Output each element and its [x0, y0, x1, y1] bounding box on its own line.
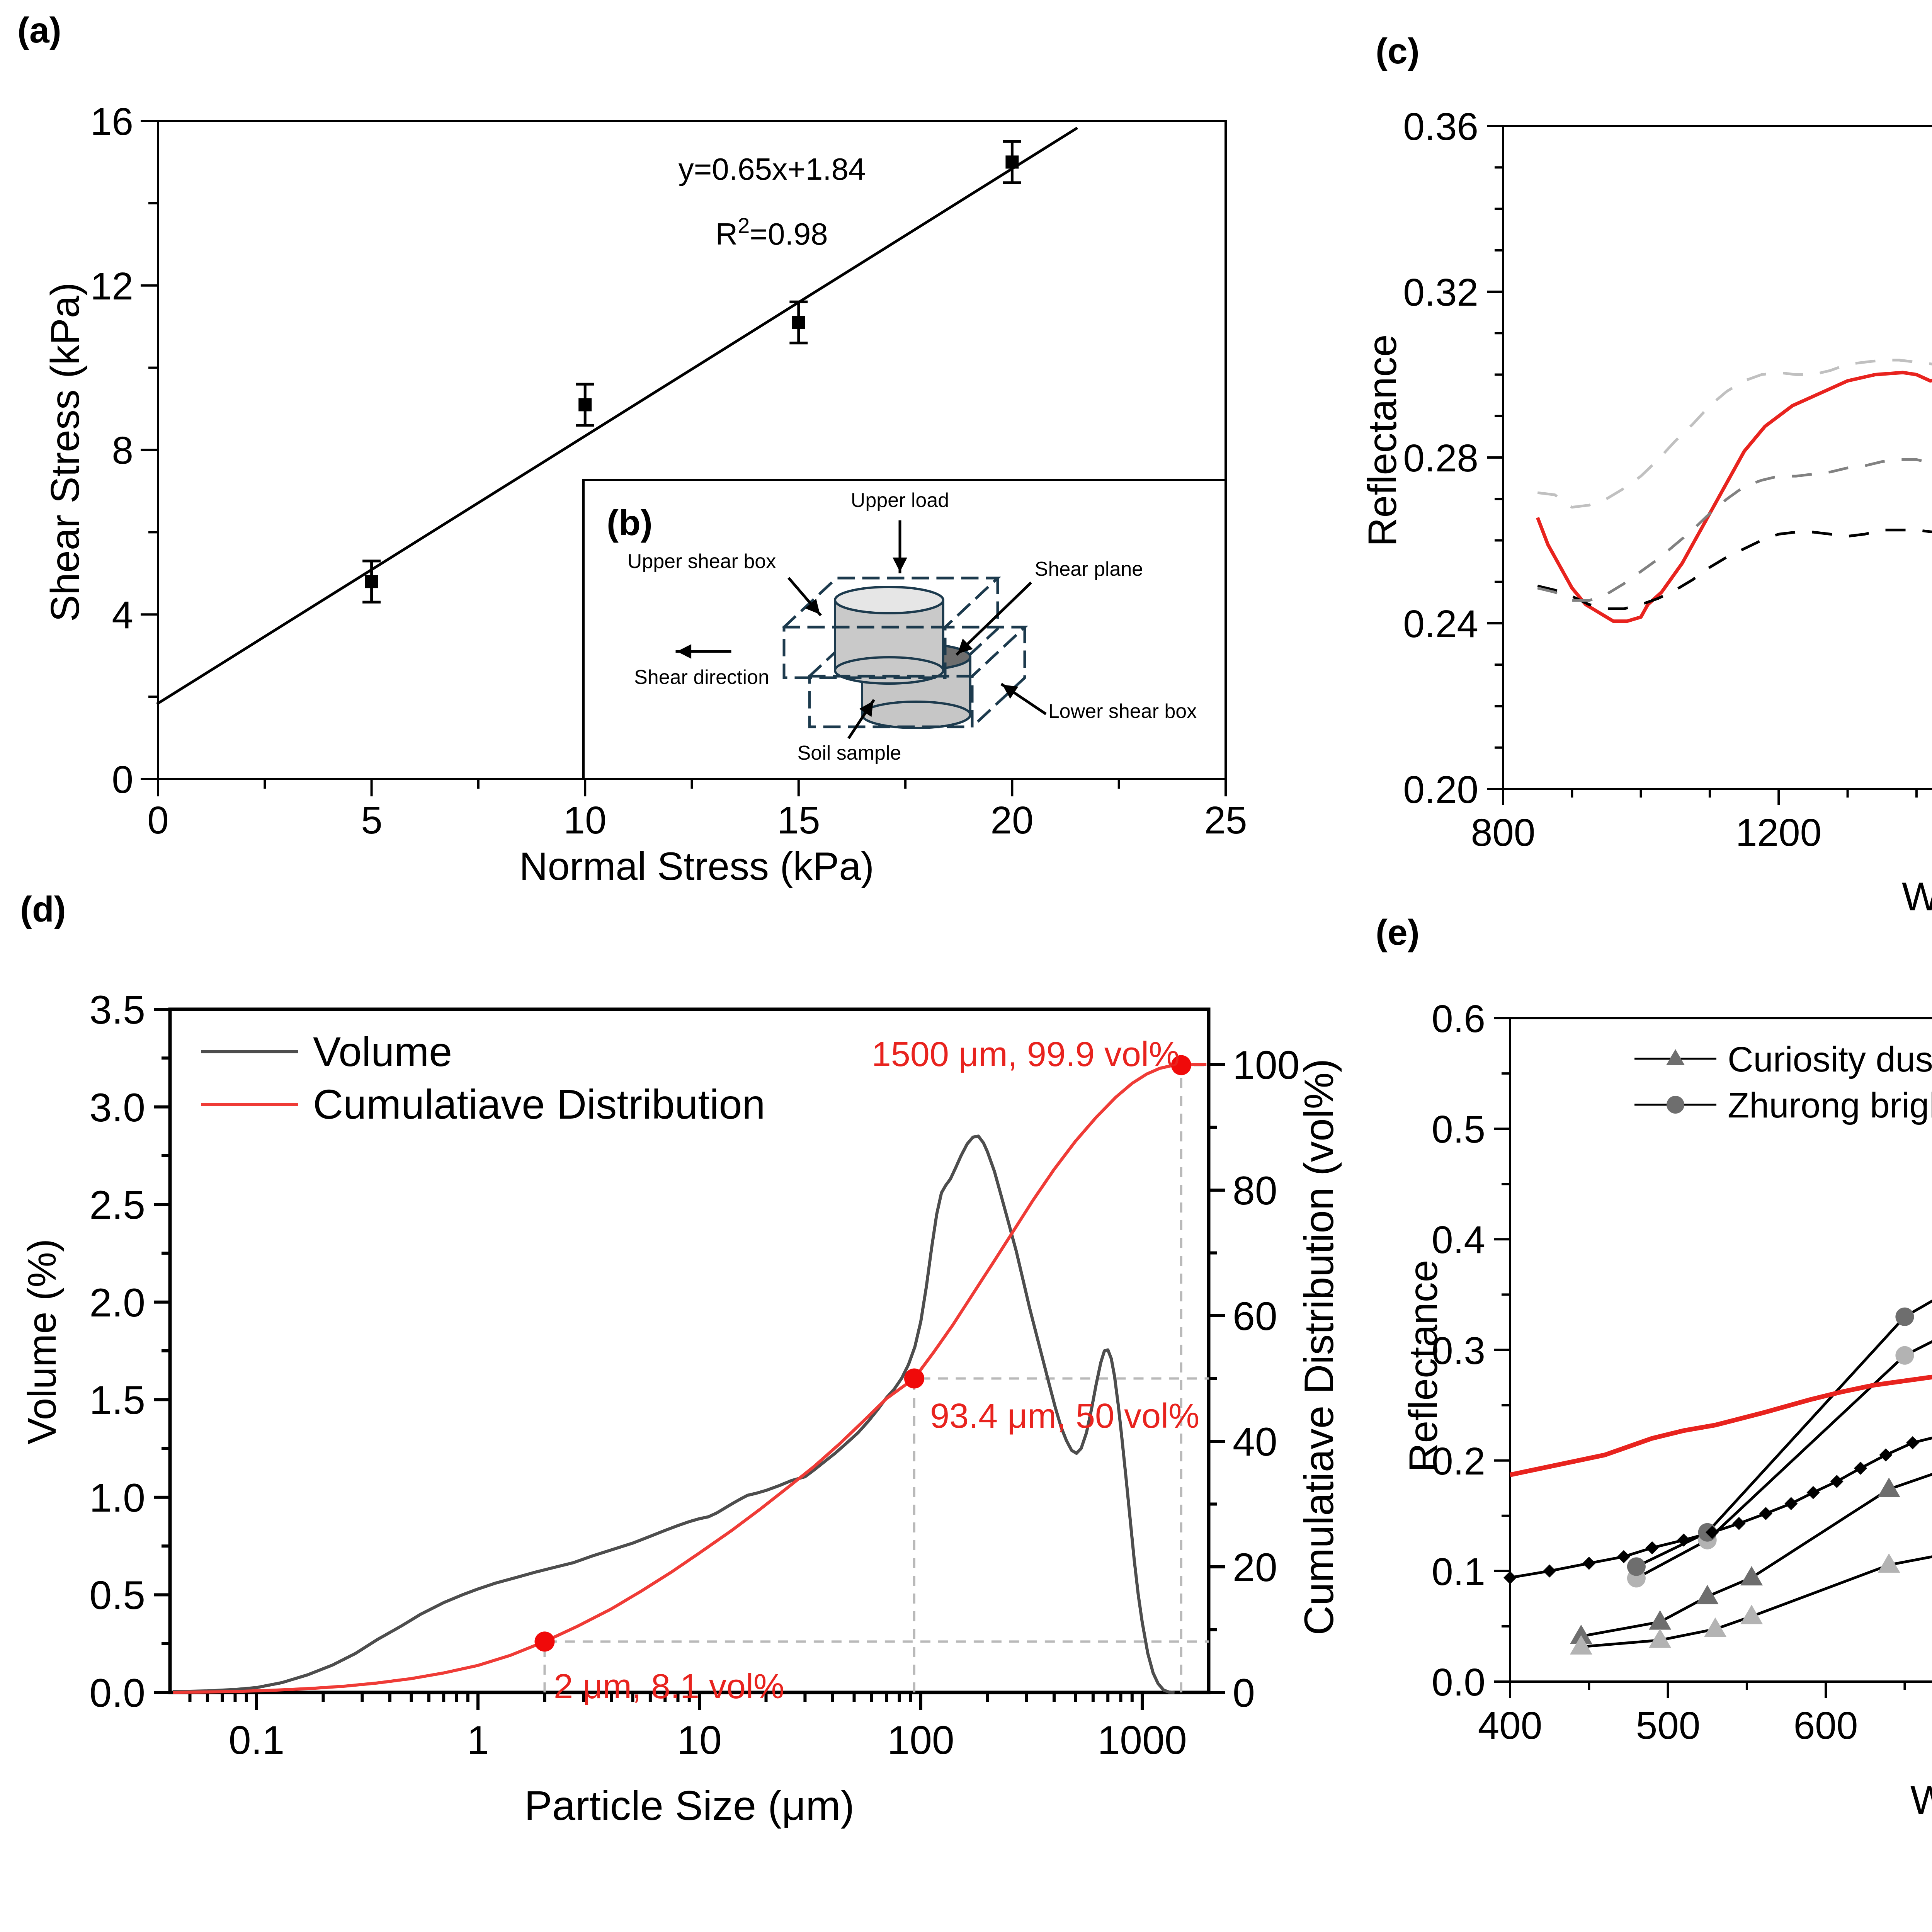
- svg-text:Reflectance: Reflectance: [1360, 334, 1405, 546]
- svg-text:Reflectance: Reflectance: [1401, 1260, 1446, 1472]
- svg-text:Shear plane: Shear plane: [1035, 558, 1143, 580]
- svg-text:3.0: 3.0: [89, 1085, 145, 1130]
- svg-text:0: 0: [112, 758, 133, 801]
- svg-text:600: 600: [1794, 1704, 1858, 1747]
- svg-text:60: 60: [1233, 1294, 1277, 1339]
- svg-text:3.5: 3.5: [89, 988, 145, 1032]
- svg-text:40: 40: [1233, 1420, 1277, 1464]
- svg-text:Shear direction: Shear direction: [634, 666, 769, 689]
- svg-text:20: 20: [990, 799, 1033, 842]
- svg-text:Cumulatiave Distribution (vol%: Cumulatiave Distribution (vol%): [1296, 1059, 1342, 1636]
- svg-text:Cumulatiave Distribution: Cumulatiave Distribution: [313, 1081, 765, 1128]
- svg-text:1.5: 1.5: [89, 1378, 145, 1423]
- svg-text:(d): (d): [20, 889, 66, 929]
- svg-text:12: 12: [90, 265, 133, 308]
- svg-text:Upper load: Upper load: [851, 489, 949, 512]
- svg-text:Lower shear box: Lower shear box: [1048, 700, 1197, 723]
- svg-text:0.32: 0.32: [1403, 271, 1478, 314]
- svg-text:y=0.65x+1.84: y=0.65x+1.84: [679, 152, 866, 186]
- svg-text:0.4: 0.4: [1432, 1218, 1485, 1262]
- svg-text:Zhurong bright: Zhurong bright: [1728, 1086, 1932, 1125]
- svg-text:(e): (e): [1376, 912, 1420, 952]
- svg-text:0.0: 0.0: [89, 1671, 145, 1716]
- svg-text:10: 10: [563, 799, 606, 842]
- svg-text:0.1: 0.1: [1432, 1550, 1485, 1594]
- svg-text:8: 8: [112, 429, 133, 472]
- svg-text:500: 500: [1636, 1704, 1701, 1747]
- svg-text:10: 10: [677, 1718, 722, 1763]
- svg-text:Wavelength (nm): Wavelength (nm): [1902, 874, 1932, 919]
- svg-text:0.36: 0.36: [1403, 105, 1478, 148]
- svg-text:15: 15: [777, 799, 820, 842]
- svg-text:5: 5: [361, 799, 383, 842]
- svg-text:Shear Stress (kPa): Shear Stress (kPa): [43, 282, 88, 622]
- svg-text:Volume: Volume: [313, 1028, 452, 1075]
- svg-text:(a): (a): [17, 10, 61, 50]
- svg-text:0.28: 0.28: [1403, 437, 1478, 480]
- svg-text:0: 0: [1233, 1671, 1255, 1716]
- svg-text:1.0: 1.0: [89, 1476, 145, 1520]
- svg-text:93.4 μm, 50 vol%: 93.4 μm, 50 vol%: [930, 1397, 1199, 1435]
- svg-text:20: 20: [1233, 1545, 1277, 1590]
- svg-text:Wavelength (nm): Wavelength (nm): [1910, 1778, 1932, 1823]
- svg-text:80: 80: [1233, 1168, 1277, 1213]
- svg-text:0.20: 0.20: [1403, 768, 1478, 811]
- svg-text:0.5: 0.5: [89, 1573, 145, 1618]
- svg-text:0.0: 0.0: [1432, 1661, 1485, 1704]
- svg-text:100: 100: [1233, 1043, 1300, 1088]
- svg-text:25: 25: [1204, 799, 1247, 842]
- svg-text:0.2: 0.2: [1432, 1440, 1485, 1483]
- svg-text:Volume (%): Volume (%): [20, 1239, 64, 1444]
- svg-text:16: 16: [90, 100, 133, 143]
- svg-text:1000: 1000: [1097, 1718, 1187, 1763]
- svg-text:800: 800: [1471, 811, 1536, 854]
- svg-text:0.3: 0.3: [1432, 1329, 1485, 1372]
- svg-text:0: 0: [147, 799, 169, 842]
- svg-text:Particle Size (μm): Particle Size (μm): [524, 1782, 854, 1829]
- svg-text:2.0: 2.0: [89, 1281, 145, 1325]
- svg-text:R2=0.98: R2=0.98: [715, 213, 828, 251]
- svg-text:1: 1: [467, 1718, 489, 1763]
- svg-text:(b): (b): [607, 503, 653, 543]
- svg-text:0.24: 0.24: [1403, 602, 1478, 646]
- svg-text:0.1: 0.1: [229, 1718, 285, 1763]
- svg-text:Curiosity dust: Curiosity dust: [1728, 1040, 1932, 1079]
- svg-text:Upper shear box: Upper shear box: [628, 550, 776, 573]
- svg-text:1500 μm, 99.9 vol%: 1500 μm, 99.9 vol%: [872, 1035, 1180, 1074]
- svg-text:4: 4: [112, 594, 133, 637]
- svg-text:2.5: 2.5: [89, 1183, 145, 1228]
- svg-text:Normal Stress (kPa): Normal Stress (kPa): [519, 844, 874, 888]
- svg-text:400: 400: [1478, 1704, 1543, 1747]
- svg-text:2 μm, 8.1 vol%: 2 μm, 8.1 vol%: [554, 1667, 784, 1706]
- svg-text:Soil sample: Soil sample: [798, 742, 901, 764]
- svg-text:0.5: 0.5: [1432, 1108, 1485, 1151]
- svg-text:100: 100: [887, 1718, 954, 1763]
- svg-text:(c): (c): [1376, 31, 1420, 71]
- svg-text:0.6: 0.6: [1432, 997, 1485, 1041]
- svg-text:1200: 1200: [1736, 811, 1821, 854]
